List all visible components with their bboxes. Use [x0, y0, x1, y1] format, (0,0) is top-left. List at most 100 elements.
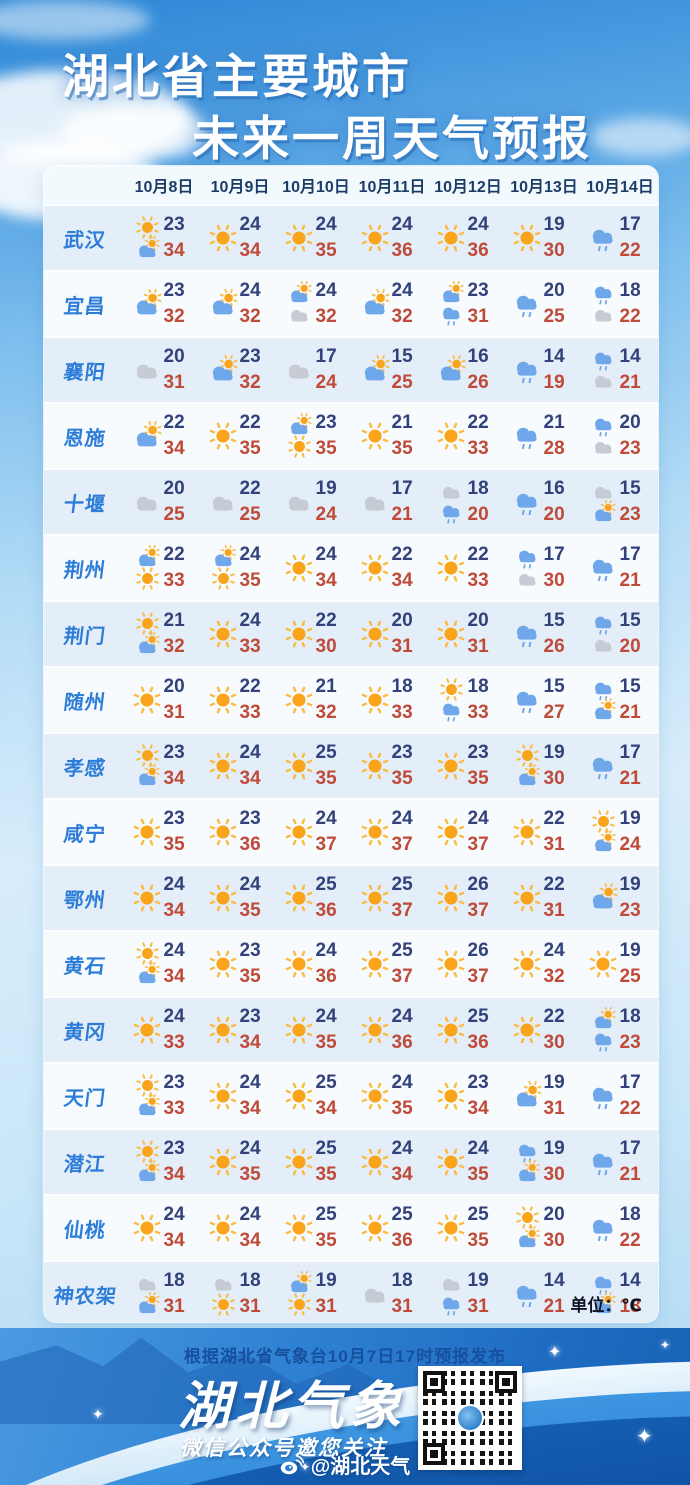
overcast-cloud-icon	[135, 1271, 160, 1296]
high-temp: 35	[467, 1164, 489, 1185]
forecast-cell: 22 35	[202, 404, 278, 468]
high-temp: 24	[315, 504, 337, 525]
forecast-cell: 20 31	[430, 602, 506, 666]
high-temp: 30	[543, 1230, 565, 1251]
high-temp: 34	[239, 1230, 261, 1251]
overcast-cloud-icon	[591, 632, 616, 657]
high-temp: 26	[543, 636, 565, 657]
high-temp: 20	[619, 636, 641, 657]
forecast-cell: 22 30	[506, 998, 582, 1062]
low-temp: 18	[163, 1270, 185, 1291]
weather-icons	[512, 619, 543, 649]
low-temp: 24	[315, 214, 337, 235]
forecast-cell: 24 34	[126, 1196, 202, 1260]
overcast-cloud-icon	[211, 1271, 236, 1296]
low-temp: 25	[315, 874, 337, 895]
weather-icons	[436, 619, 467, 649]
high-temp: 34	[315, 570, 337, 591]
high-temp: 32	[239, 372, 261, 393]
forecast-cell: 18 23	[582, 998, 658, 1062]
table-row: 十堰 20 25 22 25 19 24 17 21 18 20 16 20 15 23	[44, 468, 658, 534]
forecast-cell: 18 31	[202, 1262, 278, 1322]
low-temp: 15	[619, 676, 641, 697]
forecast-cell: 17 30	[506, 536, 582, 600]
low-temp: 24	[239, 1204, 261, 1225]
forecast-cell: 23 35	[202, 932, 278, 996]
temps: 20 23	[620, 410, 653, 462]
weather-icons	[436, 355, 467, 385]
high-temp: 34	[315, 1098, 337, 1119]
high-temp: 35	[315, 1032, 337, 1053]
low-temp: 22	[467, 412, 489, 433]
high-temp: 34	[391, 1164, 413, 1185]
temps: 24 36	[316, 938, 349, 990]
weather-icons	[588, 1213, 619, 1243]
forecast-cell: 23 33	[126, 1064, 202, 1128]
sun-icon	[360, 1015, 390, 1045]
temps: 23 32	[240, 344, 273, 396]
low-temp: 25	[467, 1006, 489, 1027]
temps: 22 33	[468, 410, 501, 462]
sparkle-decoration: ✦	[300, 1460, 311, 1474]
table-row: 孝感 23 34 24 34 25 35 23 35 23 35 19 30 17 21	[44, 732, 658, 798]
temps: 14 21	[544, 1268, 577, 1320]
rain-cloud-icon	[591, 1271, 616, 1296]
low-temp: 24	[467, 808, 489, 829]
temps: 17 21	[620, 1136, 653, 1188]
sun-icon	[512, 817, 542, 847]
sun-icon	[211, 566, 236, 591]
temps: 20 31	[164, 344, 197, 396]
weather-icons	[208, 545, 239, 591]
forecast-cell: 14 19	[506, 338, 582, 402]
low-temp: 20	[391, 610, 413, 631]
temps: 22 35	[240, 410, 273, 462]
sun-icon	[284, 1015, 314, 1045]
city-label: 咸宁	[62, 823, 108, 846]
weather-icons	[436, 1015, 467, 1045]
high-temp: 35	[391, 768, 413, 789]
weather-icons	[284, 751, 315, 781]
sun-icon	[360, 751, 390, 781]
sun-icon	[360, 1147, 390, 1177]
high-temp: 34	[239, 1032, 261, 1053]
high-temp: 23	[619, 438, 641, 459]
sun-icon	[284, 883, 314, 913]
low-temp: 23	[163, 280, 185, 301]
weather-icons	[132, 355, 163, 385]
table-row: 黄石 24 34 23 35 24 36 25 37 26 37 24 32 19 25	[44, 930, 658, 996]
high-temp: 35	[239, 900, 261, 921]
temps: 23 35	[468, 740, 501, 792]
forecast-cell: 25 35	[430, 1196, 506, 1260]
temps: 24 35	[392, 1070, 425, 1122]
rain-cloud-icon	[439, 1292, 464, 1317]
low-temp: 17	[619, 544, 641, 565]
forecast-cell: 17 22	[582, 1064, 658, 1128]
weather-icons	[360, 421, 391, 451]
low-temp: 18	[619, 280, 641, 301]
low-temp: 18	[391, 1270, 413, 1291]
city-label: 黄冈	[62, 1021, 108, 1044]
partly-cloudy-icon	[208, 355, 238, 385]
low-temp: 20	[467, 610, 489, 631]
high-temp: 31	[239, 1296, 261, 1317]
forecast-cell: 22 30	[278, 602, 354, 666]
high-temp: 34	[163, 966, 185, 987]
forecast-cell: 23 35	[278, 404, 354, 468]
forecast-cell: 25 37	[354, 866, 430, 930]
date-header: 10月14日	[586, 179, 654, 196]
high-temp: 31	[163, 372, 185, 393]
sun-icon	[436, 751, 466, 781]
weather-icons	[360, 1279, 391, 1309]
temps: 19 30	[544, 1136, 577, 1188]
temps: 22 30	[316, 608, 349, 660]
weather-icons	[512, 355, 543, 385]
partly-cloudy-icon	[515, 1160, 540, 1185]
low-temp: 15	[391, 346, 413, 367]
partly-cloudy-icon	[591, 1292, 616, 1317]
low-temp: 23	[315, 412, 337, 433]
temps: 23 36	[240, 806, 273, 858]
sun-icon	[436, 949, 466, 979]
partly-cloudy-icon	[515, 1226, 540, 1251]
temps: 21 28	[544, 410, 577, 462]
city-label: 恩施	[62, 427, 108, 450]
